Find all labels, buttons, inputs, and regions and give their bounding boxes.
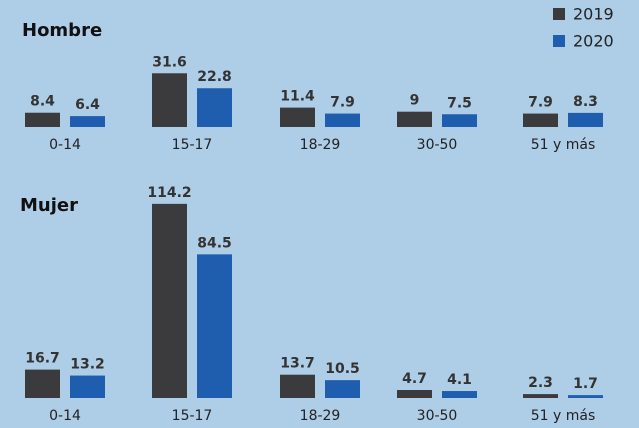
bar (197, 88, 232, 127)
x-tick-label: 18-29 (300, 408, 341, 424)
bar (397, 390, 432, 398)
data-label: 11.4 (280, 89, 315, 105)
x-tick-label: 0-14 (49, 408, 81, 424)
data-label: 4.1 (447, 372, 472, 388)
x-tick-label: 15-17 (172, 408, 213, 424)
data-label: 16.7 (25, 351, 60, 367)
x-tick-label: 15-17 (172, 137, 213, 153)
bar (397, 111, 432, 127)
bar (523, 113, 558, 127)
x-tick-label: 0-14 (49, 137, 81, 153)
x-tick-label: 51 y más (531, 137, 596, 153)
data-label: 7.9 (330, 95, 355, 111)
x-tick-label: 30-50 (417, 137, 458, 153)
data-label: 4.7 (402, 371, 427, 387)
data-label: 7.9 (528, 95, 553, 111)
bar (442, 391, 477, 398)
bar (568, 112, 603, 127)
data-label: 2.3 (528, 375, 553, 391)
panel-title: Mujer (20, 195, 78, 216)
legend-label: 2019 (573, 5, 614, 24)
legend-swatch (553, 8, 565, 20)
legend-label: 2020 (573, 32, 614, 51)
bar (25, 112, 60, 127)
bar (280, 374, 315, 398)
bar (280, 107, 315, 127)
data-label: 8.3 (573, 94, 598, 110)
data-label: 31.6 (152, 54, 187, 70)
bar (197, 254, 232, 398)
data-label: 114.2 (147, 185, 191, 201)
data-label: 22.8 (197, 69, 232, 85)
x-tick-label: 30-50 (417, 408, 458, 424)
bar (325, 113, 360, 127)
bar (152, 203, 187, 398)
data-label: 13.2 (70, 357, 105, 373)
data-label: 13.7 (280, 356, 315, 372)
data-label: 10.5 (325, 361, 360, 377)
bar (442, 114, 477, 127)
data-label: 7.5 (447, 95, 472, 111)
data-label: 1.7 (573, 376, 598, 392)
bar (70, 375, 105, 398)
data-label: 8.4 (30, 94, 55, 110)
panel-title: Hombre (22, 20, 102, 41)
data-label: 6.4 (75, 97, 100, 113)
x-tick-label: 18-29 (300, 137, 341, 153)
bar (25, 369, 60, 398)
x-tick-label: 51 y más (531, 408, 596, 424)
data-label: 84.5 (197, 235, 232, 251)
bar (152, 73, 187, 127)
bar (568, 395, 603, 398)
bar (70, 116, 105, 127)
legend-swatch (553, 35, 565, 47)
bar (325, 380, 360, 398)
data-label: 9 (410, 93, 420, 109)
bar (523, 394, 558, 398)
